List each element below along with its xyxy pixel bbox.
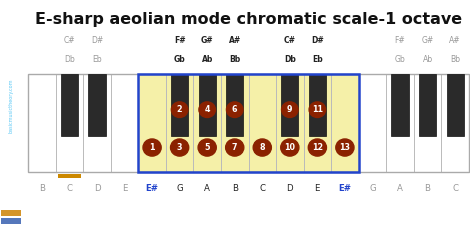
Bar xyxy=(248,74,276,172)
Text: D#: D# xyxy=(91,36,103,45)
Bar xyxy=(56,74,83,172)
Text: A#: A# xyxy=(449,36,461,45)
Text: 13: 13 xyxy=(340,143,351,152)
Text: C#: C# xyxy=(284,36,296,45)
Bar xyxy=(281,74,298,136)
Text: Eb: Eb xyxy=(92,55,102,64)
Bar xyxy=(28,74,469,172)
Circle shape xyxy=(227,102,243,117)
Text: G#: G# xyxy=(421,36,434,45)
Text: G#: G# xyxy=(201,36,213,45)
Bar xyxy=(1,218,21,224)
Text: A#: A# xyxy=(228,36,241,45)
Bar xyxy=(276,74,304,172)
Text: G: G xyxy=(369,184,376,193)
Text: 4: 4 xyxy=(204,105,210,114)
Circle shape xyxy=(198,139,216,156)
Bar xyxy=(226,74,243,136)
Text: A: A xyxy=(397,184,403,193)
Text: A: A xyxy=(204,184,210,193)
Text: E#: E# xyxy=(145,184,159,193)
Circle shape xyxy=(253,139,271,156)
Text: E-sharp aeolian mode chromatic scale-1 octave: E-sharp aeolian mode chromatic scale-1 o… xyxy=(35,12,462,27)
Text: D: D xyxy=(94,184,100,193)
Text: Ab: Ab xyxy=(201,55,213,64)
Text: Ab: Ab xyxy=(422,55,433,64)
Bar xyxy=(441,74,469,172)
Text: C: C xyxy=(259,184,265,193)
Bar xyxy=(199,74,216,136)
Text: B: B xyxy=(39,184,45,193)
Circle shape xyxy=(226,139,244,156)
Bar xyxy=(138,74,166,172)
Bar xyxy=(28,74,56,172)
Text: C#: C# xyxy=(64,36,75,45)
Text: E: E xyxy=(122,184,127,193)
Text: Db: Db xyxy=(284,55,296,64)
Bar xyxy=(83,74,111,172)
Circle shape xyxy=(309,102,326,117)
Text: C: C xyxy=(66,184,73,193)
Text: C: C xyxy=(452,184,458,193)
Text: 5: 5 xyxy=(204,143,210,152)
Text: D#: D# xyxy=(311,36,324,45)
Circle shape xyxy=(336,139,354,156)
Circle shape xyxy=(199,102,216,117)
Text: basicmusictheory.com: basicmusictheory.com xyxy=(9,79,13,133)
Bar xyxy=(138,74,359,172)
Bar xyxy=(304,74,331,172)
Text: 9: 9 xyxy=(287,105,293,114)
Text: 2: 2 xyxy=(177,105,182,114)
Circle shape xyxy=(308,139,326,156)
Circle shape xyxy=(143,139,161,156)
Text: G: G xyxy=(176,184,183,193)
Text: B: B xyxy=(425,184,430,193)
Bar xyxy=(111,74,138,172)
Text: B: B xyxy=(232,184,238,193)
Bar xyxy=(359,74,386,172)
Text: Gb: Gb xyxy=(395,55,405,64)
Text: 11: 11 xyxy=(312,105,323,114)
Text: E: E xyxy=(314,184,320,193)
Text: Bb: Bb xyxy=(229,55,240,64)
Text: 1: 1 xyxy=(149,143,155,152)
Text: Bb: Bb xyxy=(450,55,460,64)
Bar xyxy=(1,210,21,216)
Bar xyxy=(391,74,408,136)
Bar xyxy=(331,74,359,172)
Text: F#: F# xyxy=(395,36,405,45)
Bar xyxy=(171,74,188,136)
Bar xyxy=(419,74,436,136)
Circle shape xyxy=(281,139,299,156)
Text: 10: 10 xyxy=(285,143,295,152)
Text: E#: E# xyxy=(338,184,352,193)
Text: F#: F# xyxy=(174,36,185,45)
Bar xyxy=(221,74,248,172)
Bar xyxy=(58,174,81,178)
Text: 6: 6 xyxy=(232,105,238,114)
Text: D: D xyxy=(286,184,293,193)
Bar xyxy=(61,74,78,136)
Bar xyxy=(166,74,193,172)
Text: Db: Db xyxy=(64,55,75,64)
Text: 7: 7 xyxy=(232,143,238,152)
Text: 3: 3 xyxy=(177,143,182,152)
Bar xyxy=(138,74,359,172)
Bar xyxy=(414,74,441,172)
Bar xyxy=(386,74,414,172)
Text: Eb: Eb xyxy=(312,55,323,64)
Bar xyxy=(309,74,326,136)
Circle shape xyxy=(171,139,189,156)
Bar xyxy=(193,74,221,172)
Bar xyxy=(88,74,105,136)
Text: 8: 8 xyxy=(259,143,265,152)
Circle shape xyxy=(171,102,188,117)
Text: Gb: Gb xyxy=(174,55,186,64)
Circle shape xyxy=(282,102,298,117)
Text: 12: 12 xyxy=(312,143,323,152)
Bar xyxy=(446,74,464,136)
